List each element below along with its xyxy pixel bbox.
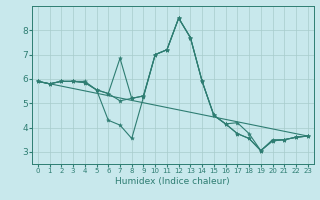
X-axis label: Humidex (Indice chaleur): Humidex (Indice chaleur) xyxy=(116,177,230,186)
